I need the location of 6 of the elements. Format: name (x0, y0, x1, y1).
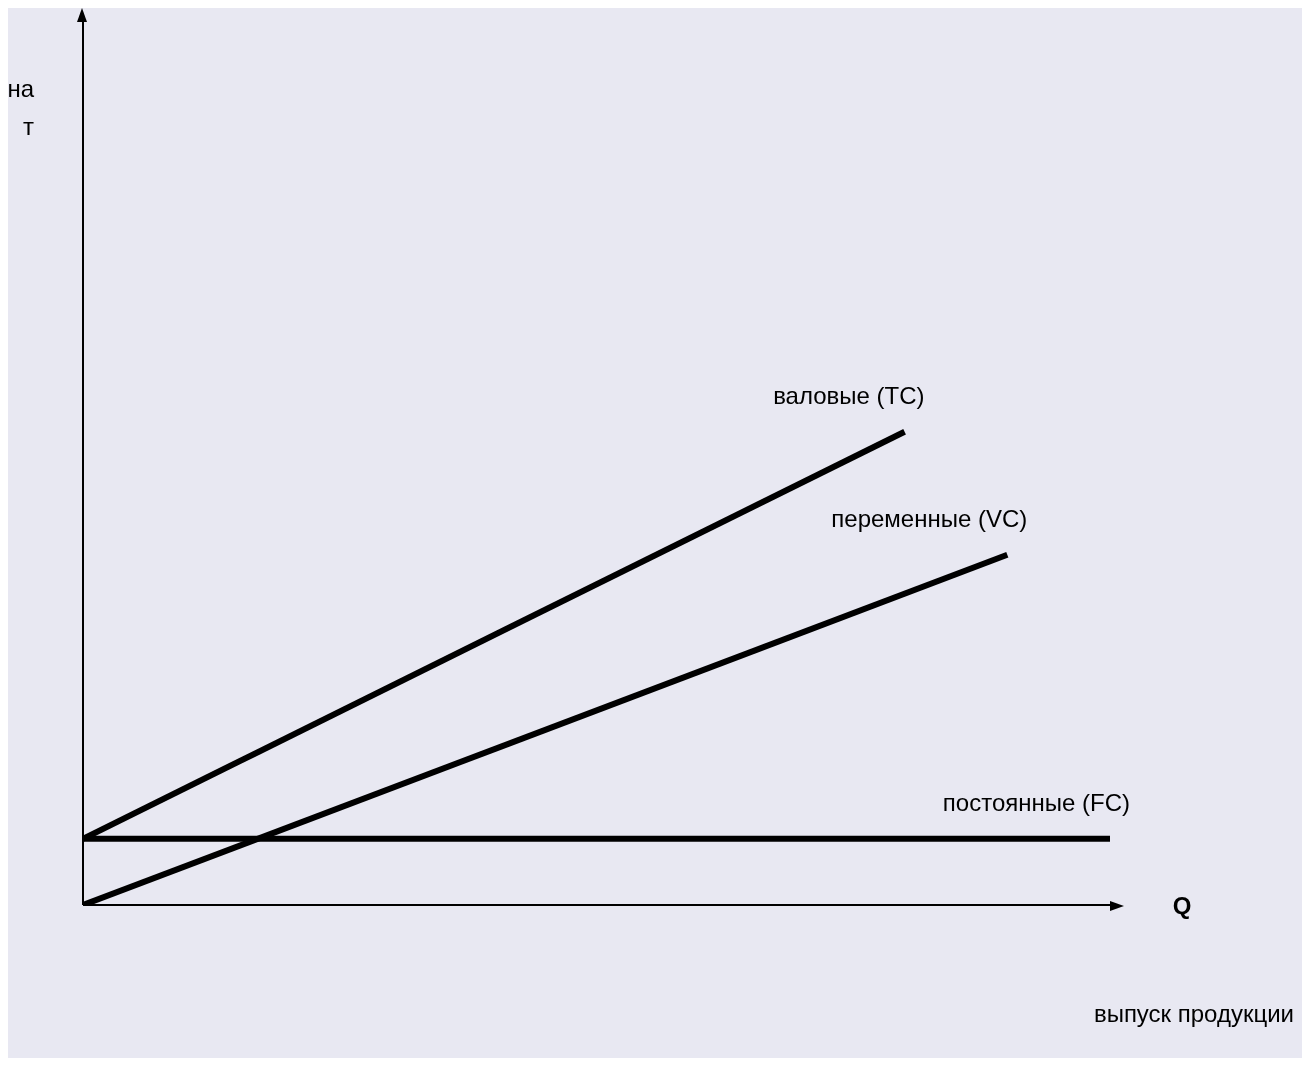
series-label: валовые (TC) (773, 381, 925, 409)
series-label: постоянные (FC) (942, 788, 1130, 816)
series-label: переменные (VC) (831, 504, 1028, 532)
text: на т (7, 75, 35, 140)
x-axis-title: Q (1172, 892, 1192, 919)
text: выпуск продукции (1093, 1000, 1294, 1027)
